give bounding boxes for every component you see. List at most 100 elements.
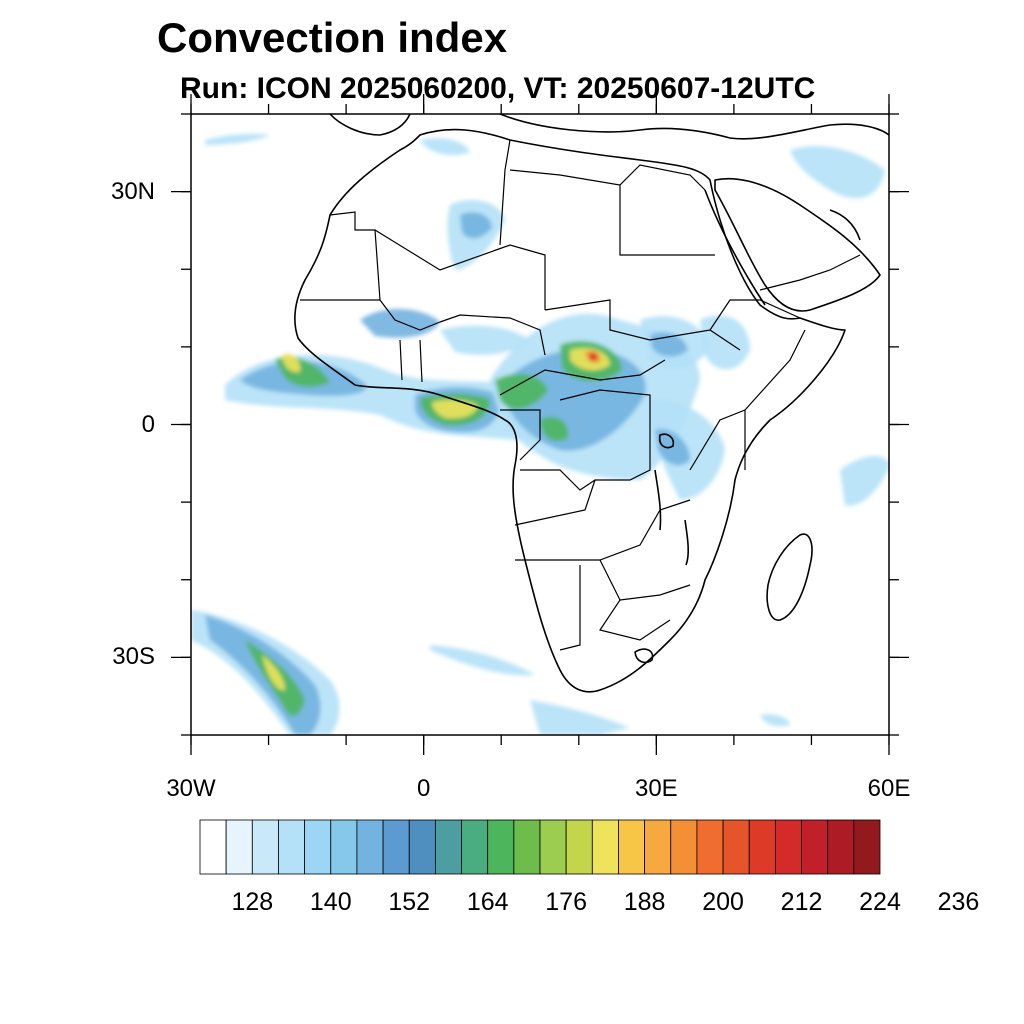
colorbar-box xyxy=(539,819,567,875)
convection-cell xyxy=(205,133,270,145)
iberia-coastline xyxy=(329,114,411,136)
convection-field xyxy=(191,133,889,735)
colorbar-box xyxy=(670,819,698,875)
colorbar-box xyxy=(434,819,462,875)
border-line xyxy=(689,409,746,471)
europe-coastline xyxy=(499,114,889,140)
colorbar-label: 164 xyxy=(466,888,509,916)
colorbar-box xyxy=(304,819,332,875)
colorbar-box xyxy=(225,819,253,875)
country-borders xyxy=(300,139,861,651)
border-line xyxy=(499,359,666,396)
border-line xyxy=(374,229,546,310)
border-line xyxy=(520,469,596,491)
lon-tick-label: 30W xyxy=(166,775,216,802)
convection-cell xyxy=(530,700,630,735)
border-line xyxy=(544,299,741,351)
colorbar-label: 200 xyxy=(702,888,744,916)
map-subtitle: Run: ICON 2025060200, VT: 20250607-12UTC xyxy=(180,72,816,105)
axis-ticks xyxy=(171,94,909,755)
colorbar-box xyxy=(565,819,593,875)
convection-cell xyxy=(440,325,530,355)
border-line xyxy=(509,169,715,256)
colorbar-box xyxy=(696,819,724,875)
border-line xyxy=(515,499,691,561)
border-line xyxy=(439,314,546,356)
convection-cell xyxy=(495,374,548,409)
convection-cell xyxy=(432,399,478,419)
convection-cell xyxy=(700,315,750,370)
border-line xyxy=(399,339,423,383)
border-line xyxy=(514,389,651,526)
colorbar-box xyxy=(618,819,646,875)
colorbar-label: 176 xyxy=(545,888,587,916)
convection-cell xyxy=(360,308,440,338)
border-line xyxy=(499,139,511,246)
lon-tick-label: 30E xyxy=(634,775,678,802)
convection-cell xyxy=(540,416,569,441)
colorbar-label: 128 xyxy=(231,888,274,916)
lat-tick-label: 30N xyxy=(110,177,155,205)
colorbar-box xyxy=(853,819,881,875)
colorbar-box xyxy=(827,819,855,875)
arabia-coastline xyxy=(714,177,881,312)
lon-tick-label: 0 xyxy=(416,775,431,802)
colorbar-box xyxy=(382,819,410,875)
colorbar-box xyxy=(199,819,227,875)
colorbar-box xyxy=(251,819,279,875)
convection-cell xyxy=(430,645,535,676)
colorbar-box xyxy=(513,819,541,875)
border-line xyxy=(744,329,806,411)
colorbar-label: 152 xyxy=(388,888,431,916)
colorbar-box xyxy=(801,819,829,875)
lon-tick-label: 60E xyxy=(867,775,911,802)
border-line xyxy=(599,599,671,641)
convection-cell xyxy=(205,615,321,735)
colorbar-label: 140 xyxy=(309,888,352,916)
convection-peak xyxy=(589,353,597,361)
border-line xyxy=(709,299,801,331)
border-line xyxy=(500,409,541,461)
colorbar-box xyxy=(356,819,384,875)
colorbar-label: 236 xyxy=(937,888,980,916)
convection-cell xyxy=(282,353,301,373)
convection-cell xyxy=(460,212,492,239)
madagascar-coastline xyxy=(766,533,813,621)
border-line xyxy=(599,559,691,601)
map-title: Convection index xyxy=(157,14,508,61)
colorbar-box xyxy=(591,819,619,875)
border-line xyxy=(379,299,441,331)
colorbar xyxy=(199,819,881,875)
convection-cell xyxy=(840,455,889,506)
colorbar-box xyxy=(722,819,750,875)
persian-gulf-coastline xyxy=(829,209,861,241)
colorbar-box xyxy=(461,819,489,875)
lat-tick-label: 0 xyxy=(141,410,155,438)
lake-victoria xyxy=(658,433,675,449)
coastlines xyxy=(294,114,889,693)
red-sea-coastline xyxy=(704,189,766,306)
colorbar-box xyxy=(644,819,672,875)
border-line xyxy=(300,211,381,301)
border-line xyxy=(559,565,581,651)
lake-tanganyika xyxy=(654,469,662,531)
lake-malawi xyxy=(684,519,690,566)
colorbar-box xyxy=(774,819,802,875)
convection-cell xyxy=(420,138,470,156)
lat-tick-label: 30S xyxy=(112,643,155,671)
colorbar-label: 188 xyxy=(623,888,666,916)
convection-cell xyxy=(760,714,790,727)
convection-cell xyxy=(790,146,885,199)
border-line xyxy=(759,254,861,291)
lesotho-border xyxy=(634,648,654,664)
colorbar-label: 224 xyxy=(859,888,901,916)
colorbar-box xyxy=(278,819,306,875)
colorbar-box xyxy=(408,819,436,875)
colorbar-box xyxy=(330,819,358,875)
colorbar-box xyxy=(748,819,776,875)
colorbar-box xyxy=(487,819,515,875)
colorbar-label: 212 xyxy=(780,888,823,916)
border-line xyxy=(619,164,706,191)
convection-cell xyxy=(262,655,285,691)
